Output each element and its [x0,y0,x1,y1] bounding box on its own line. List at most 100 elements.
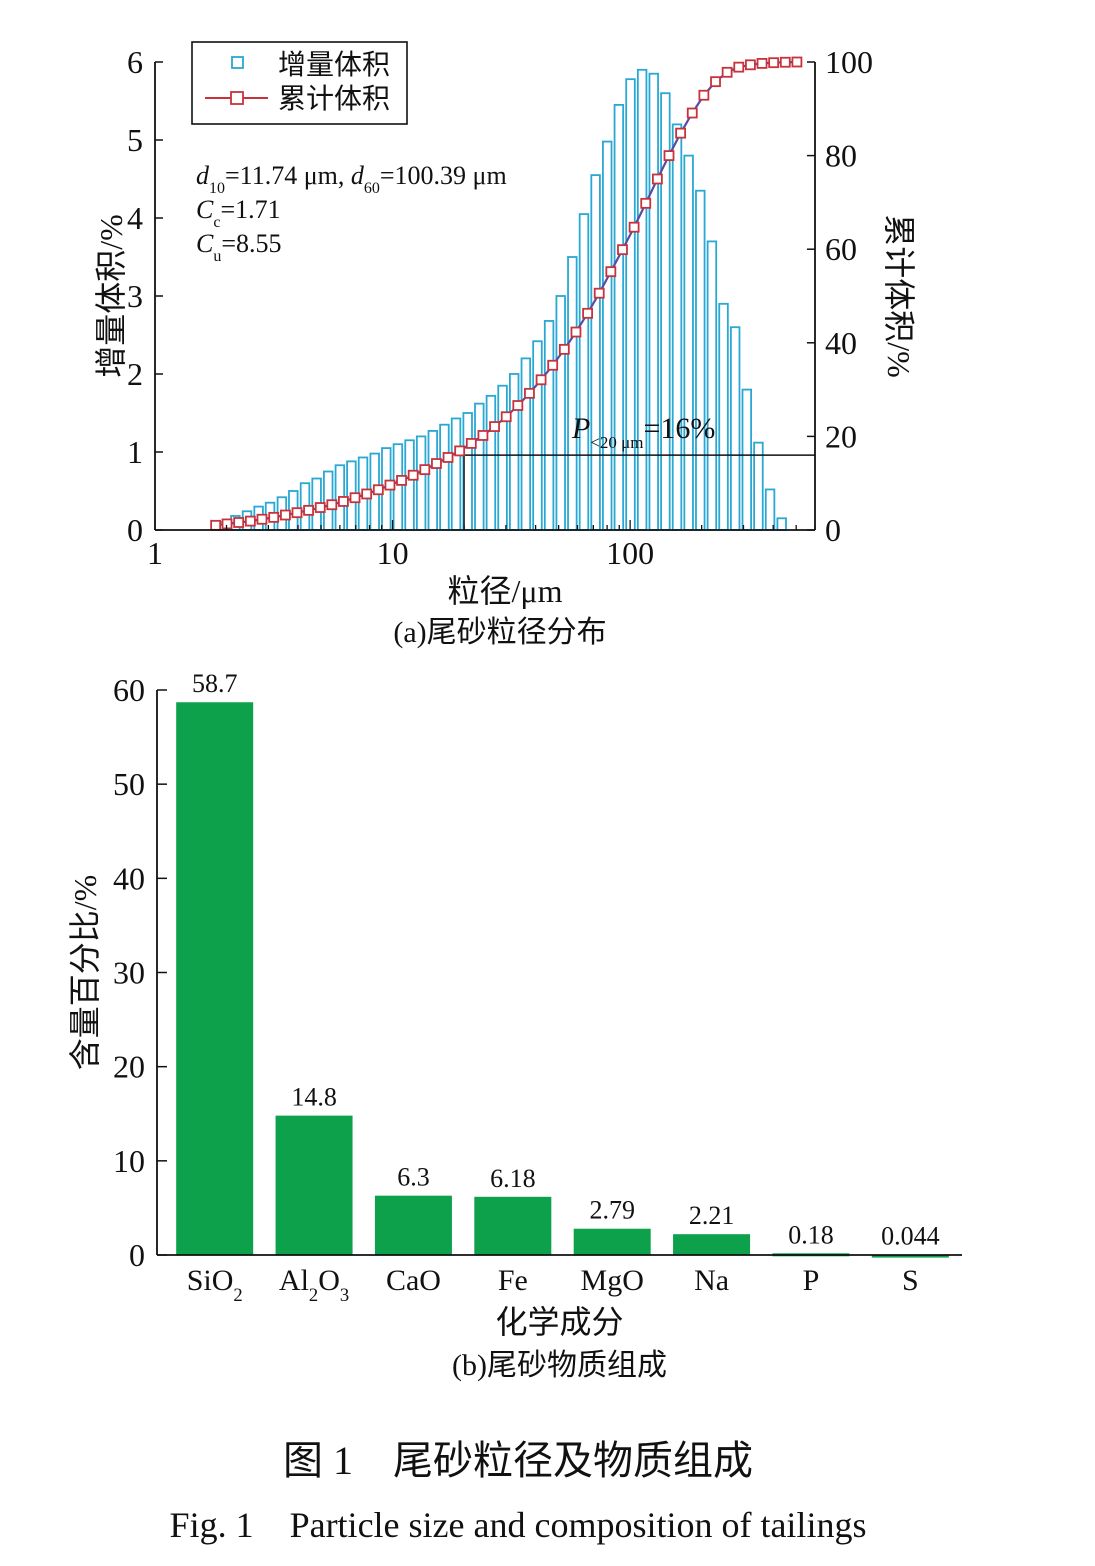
composition-bar [573,1228,651,1255]
increment-bar [450,417,462,531]
left-tick-label: 6 [127,44,143,80]
bar-data-label: 2.21 [689,1201,735,1230]
cumulative-point [349,492,361,504]
legend-label-increment: 增量体积 [278,49,390,81]
increment-bar [415,435,427,531]
cumulative-point [512,400,524,411]
b-y-tick-label: 10 [113,1143,145,1179]
cumulative-point [721,66,733,78]
x-tick-label: 100 [606,535,654,571]
increment-bar [532,340,543,531]
cumulative-point [256,513,268,525]
increment-bar [764,488,776,531]
cumulative-point [547,359,559,371]
cumulative-point [779,56,791,68]
annotation-cu: Cu=8.55 [196,229,282,265]
cumulative-point [291,507,303,519]
increment-bar [602,140,613,531]
cumulative-point [570,326,582,338]
increment-bars [218,68,787,531]
increment-bar [648,72,659,531]
x-category-label: CaO [386,1264,441,1297]
left-tick-label: 2 [127,356,143,392]
composition-bar [673,1234,751,1255]
cumulative-point [756,58,768,69]
cumulative-point [628,221,640,233]
caption-a: (a)尾砂粒径分布 [393,616,606,649]
composition-bar [275,1115,353,1255]
cumulative-point [582,307,593,319]
cumulative-point [407,469,419,481]
b-y-tick-label: 0 [129,1237,145,1273]
cumulative-point [244,515,256,527]
increment-bar [625,78,636,531]
cumulative-point [500,411,512,423]
right-tick-label: 100 [825,44,873,80]
cumulative-point [454,445,466,457]
legend-bar-icon [231,56,244,69]
increment-bar [485,394,497,531]
bar-data-label: 58.7 [192,669,238,698]
x-category-label: MgO [581,1264,644,1297]
increment-bar [543,320,555,531]
left-tick-label: 5 [127,122,143,158]
right-tick-label: 80 [825,138,857,174]
figure-title-en: Fig. 1 Particle size and composition of … [170,1505,867,1545]
cumulative-point [651,173,663,185]
bar-data-label: 6.18 [490,1164,536,1193]
increment-bar [567,256,578,531]
b-y-axis-label: 含量百分比/% [67,875,103,1071]
cumulative-point [419,464,431,476]
cumulative-point [268,511,280,523]
composition-bar [176,702,254,1255]
bar-data-label: 6.3 [397,1163,430,1192]
annotation-d10-d60: d10=11.74 μm, d60=100.39 μm [196,161,507,197]
right-tick-label: 60 [825,231,857,267]
x-category-label: Al2O3 [279,1264,349,1306]
cumulative-point [361,488,373,500]
x-tick-label: 1 [147,535,163,571]
increment-bar [695,189,706,531]
annotation-cc: Cc=1.71 [196,195,281,231]
increment-bar [718,302,729,531]
increment-bar [520,357,532,531]
increment-bar [636,68,648,531]
cumulative-point [698,89,710,101]
cumulative-point [489,421,500,432]
cumulative-point [710,76,721,88]
b-y-tick-label: 20 [113,1049,145,1085]
cumulative-point [524,387,535,399]
composition-bar [871,1254,949,1258]
increment-bar [474,402,485,531]
cumulative-point [431,458,442,469]
caption-b: (b)尾砂物质组成 [452,1349,667,1382]
cumulative-point [338,496,349,507]
x-axis-label: 粒径/μm [448,573,563,609]
cumulative-point [384,479,396,491]
cumulative-point [442,452,454,463]
increment-bar [706,240,718,531]
b-y-tick-label: 40 [113,860,145,896]
cumulative-markers [210,56,803,531]
legend-line-marker [230,91,244,105]
right-tick-label: 40 [825,325,857,361]
cumulative-point [663,150,675,162]
cumulative-point [791,56,803,68]
left-tick-label: 4 [127,200,143,236]
b-y-tick-label: 60 [113,672,145,708]
x-category-label: S [902,1264,919,1297]
increment-bar [776,517,787,531]
increment-bar [590,174,601,531]
cumulative-point [477,430,489,441]
increment-bar [578,213,590,531]
bar-data-label: 2.79 [589,1196,635,1225]
annotation-p20: P<20 μm=16% [571,412,715,452]
cumulative-point [675,127,687,139]
cumulative-point [733,61,745,73]
left-axis-label: 增量体积/% [93,214,129,378]
cumulative-point [210,519,222,531]
bar-data-label: 14.8 [291,1083,337,1112]
cumulative-point [605,266,617,278]
cumulative-point [535,374,547,386]
